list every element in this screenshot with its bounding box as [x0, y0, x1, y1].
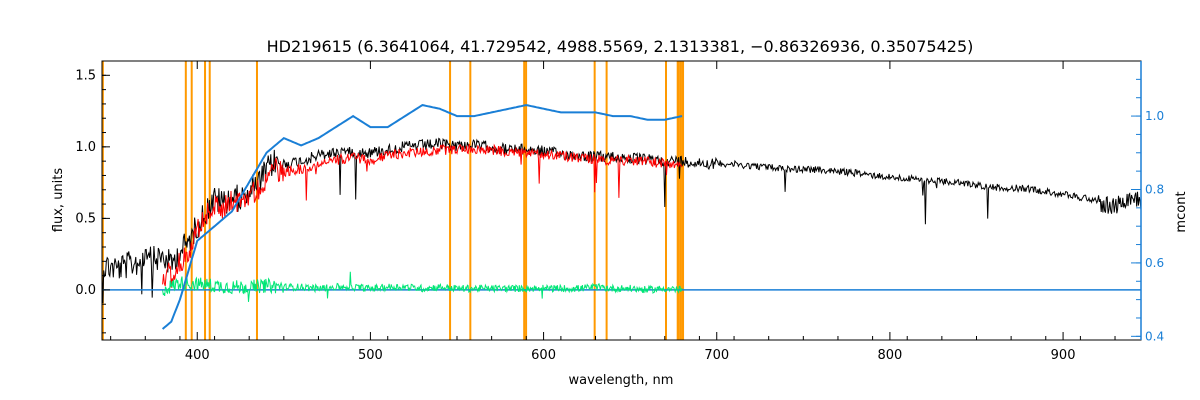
x-tick-label: 400	[185, 348, 210, 363]
x-axis-title: wavelength, nm	[569, 373, 674, 388]
model-spectrum-line	[162, 143, 683, 288]
y-right-tick-label: 0.8	[1145, 182, 1164, 196]
x-tick-label: 600	[531, 348, 556, 363]
x-tick-label: 800	[877, 348, 902, 363]
y-tick-label: 1.0	[75, 140, 96, 155]
x-tick-label: 500	[358, 348, 383, 363]
x-tick-label: 700	[704, 348, 729, 363]
y-right-tick-label: 1.0	[1145, 109, 1164, 123]
observed-spectrum-line	[102, 137, 1141, 304]
y-tick-label: 0.0	[75, 283, 96, 298]
y-axis-title: flux, units	[51, 168, 66, 233]
y-right-axis-title: mcont	[1174, 191, 1189, 232]
y-tick-label: 0.5	[75, 211, 96, 226]
x-tick-label: 900	[1051, 348, 1076, 363]
y-tick-label: 1.5	[75, 68, 96, 83]
y-right-tick-label: 0.6	[1145, 256, 1164, 270]
chart-title: HD219615 (6.3641064, 41.729542, 4988.556…	[267, 37, 974, 56]
y-right-tick-label: 0.4	[1145, 329, 1164, 343]
continuum-model-line	[161, 104, 683, 330]
residual-line	[162, 271, 683, 302]
